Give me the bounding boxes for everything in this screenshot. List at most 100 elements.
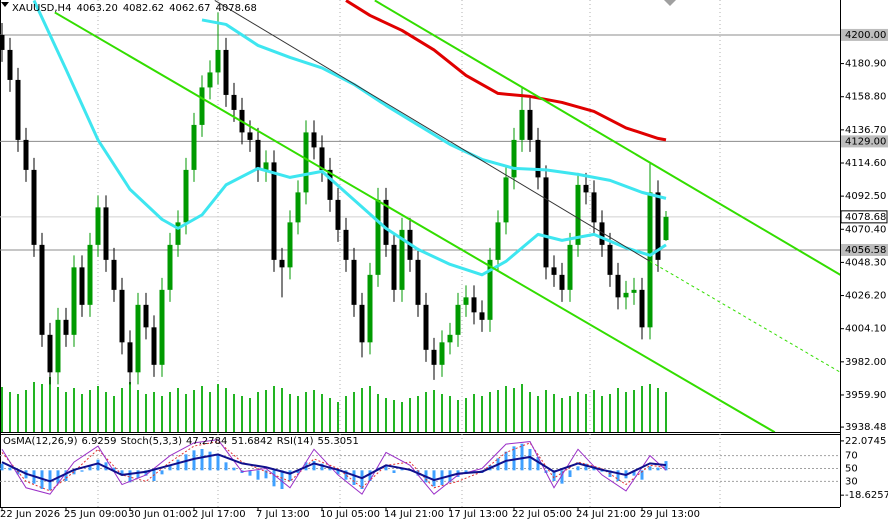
osma-bar	[280, 470, 284, 489]
volume-bar	[145, 394, 147, 432]
candle-body	[511, 139, 517, 178]
x-tick-label: 22 Jun 2026	[0, 509, 60, 520]
osma-bar	[224, 462, 228, 471]
volume-bar	[465, 398, 467, 432]
volume-bar	[233, 394, 235, 432]
candle-body	[127, 342, 133, 373]
candle-body	[631, 289, 637, 293]
candle-body	[583, 184, 589, 193]
candle-body	[263, 162, 269, 170]
candle-body	[495, 222, 501, 260]
y-tick-label: 4136.70	[845, 125, 886, 136]
volume-bar	[217, 384, 219, 432]
volume-bar	[161, 396, 163, 432]
osma-bar	[320, 463, 324, 471]
candle-body	[287, 222, 293, 268]
y-tick-label: 4004.10	[845, 324, 886, 335]
volume-bar	[273, 386, 275, 432]
osma-tick-label: -18.6257	[845, 490, 888, 501]
volume-bar	[657, 388, 659, 432]
volume-bar	[545, 390, 547, 432]
candle-body	[655, 192, 661, 260]
candle-body	[231, 94, 237, 110]
x-tick-label: 14 Jul 21:00	[384, 509, 444, 520]
volume-bar	[89, 390, 91, 432]
volume-bar	[337, 402, 339, 432]
volume-bar	[113, 396, 115, 432]
volume-bar	[633, 390, 635, 432]
volume-bar	[313, 390, 315, 432]
osma-bar	[384, 466, 388, 471]
candle-body	[527, 109, 533, 140]
osma-bar	[296, 470, 300, 473]
osma-bar	[8, 467, 12, 471]
volume-bar	[169, 392, 171, 432]
osma-bar	[160, 470, 164, 475]
x-tick-label: 25 Jun 09:00	[64, 509, 128, 520]
osma-bar	[640, 470, 644, 480]
volume-bar	[345, 396, 347, 432]
volume-bar	[73, 388, 75, 432]
candle-body	[559, 274, 565, 290]
volume-bar	[193, 390, 195, 432]
candle-body	[103, 207, 109, 260]
y-tick-label: 4026.20	[845, 291, 886, 302]
osma-bar	[288, 470, 292, 481]
candle-body	[143, 304, 149, 328]
osma-bar	[336, 470, 340, 475]
volume-bar	[369, 386, 371, 432]
osma-bar	[560, 470, 564, 484]
x-tick-label: 7 Jul 13:00	[256, 509, 310, 520]
volume-bar	[321, 394, 323, 432]
bid-box	[840, 210, 888, 224]
candle-body	[551, 267, 557, 275]
candle-body	[623, 292, 629, 298]
indicator-value: 47.2784	[186, 436, 227, 447]
candle-body	[431, 349, 437, 365]
volume-bar	[569, 396, 571, 432]
volume-bar	[129, 382, 131, 432]
y-tick-label: 4158.80	[845, 92, 886, 103]
candle-body	[135, 304, 141, 373]
level-label: 50	[845, 464, 858, 475]
candle-body	[639, 289, 645, 328]
osma-bar	[136, 470, 140, 479]
candle-body	[343, 229, 349, 260]
osma-bar	[352, 470, 356, 485]
volume-bar	[401, 402, 403, 432]
osma-bar	[512, 446, 516, 471]
osma-bar	[528, 449, 532, 471]
candle-body	[471, 297, 477, 313]
x-tick-label: 22 Jul 05:00	[512, 509, 572, 520]
candle-body	[151, 327, 157, 365]
candle-body	[255, 139, 261, 170]
rsi-line	[1, 453, 667, 483]
volume-bar	[65, 392, 67, 432]
volume-bar	[481, 396, 483, 432]
osma-bar	[400, 469, 404, 471]
candle-body	[615, 274, 621, 298]
candle-body	[119, 289, 125, 343]
volume-bar	[297, 396, 299, 432]
osma-bar	[520, 443, 524, 471]
candle-body	[63, 319, 69, 335]
y-tick-label: 3959.90	[845, 390, 886, 401]
osma-bar	[584, 463, 588, 471]
candle-body	[543, 177, 549, 268]
candle-body	[423, 304, 429, 350]
volume-bar	[625, 392, 627, 432]
y-tick-label: 4048.30	[845, 257, 886, 268]
osma-bar	[176, 459, 180, 471]
candle-body	[599, 222, 605, 245]
y-tick-label: 4070.40	[845, 224, 886, 235]
volume-bar	[121, 388, 123, 432]
y-tick-label: 4092.50	[845, 191, 886, 202]
candle-body	[663, 216, 669, 241]
volume-bar	[609, 394, 611, 432]
candle-body	[223, 49, 229, 95]
price-level-label: 4200.00	[845, 30, 886, 41]
volume-bar	[241, 396, 243, 432]
volume-bar	[473, 394, 475, 432]
volume-bar	[353, 392, 355, 432]
x-tick-label: 10 Jul 05:00	[320, 509, 380, 520]
